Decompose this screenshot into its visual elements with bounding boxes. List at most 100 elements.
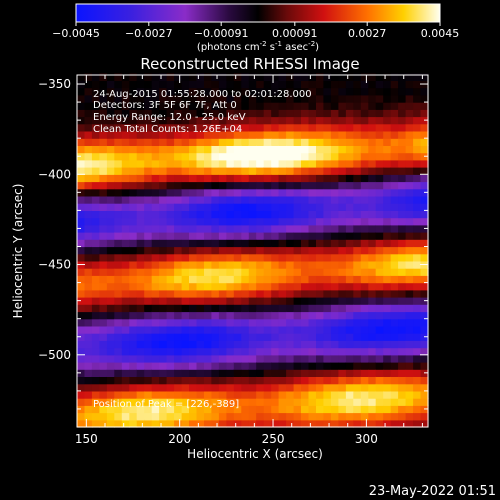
- heatmap-cell: [271, 412, 280, 421]
- heatmap-cell: [189, 181, 198, 190]
- heatmap-cell: [405, 109, 414, 118]
- heatmap-cell: [129, 268, 138, 276]
- heatmap-cell: [360, 297, 369, 305]
- heatmap-cell: [308, 116, 317, 125]
- heatmap-cell: [151, 318, 160, 327]
- heatmap-cell: [129, 109, 138, 118]
- heatmap-cell: [316, 253, 325, 262]
- heatmap-cell: [196, 347, 205, 356]
- heatmap-cell: [77, 398, 86, 406]
- heatmap-cell: [99, 123, 108, 132]
- heatmap-cell: [99, 333, 108, 341]
- heatmap-cell: [390, 412, 399, 421]
- heatmap-cell: [196, 253, 205, 262]
- heatmap-cell: [420, 412, 429, 421]
- heatmap-cell: [360, 340, 369, 349]
- heatmap-cell: [323, 347, 332, 356]
- heatmap-cell: [360, 405, 369, 414]
- heatmap-cell: [278, 138, 287, 146]
- heatmap-cell: [241, 275, 250, 284]
- heatmap-cell: [293, 232, 302, 240]
- heatmap-cell: [420, 390, 429, 399]
- heatmap-cell: [136, 116, 145, 125]
- heatmap-cell: [159, 159, 168, 168]
- heatmap-cell: [323, 217, 332, 226]
- heatmap-cell: [293, 174, 302, 183]
- heatmap-cell: [360, 138, 369, 146]
- heatmap-cell: [308, 73, 317, 81]
- heatmap-cell: [286, 195, 295, 204]
- heatmap-cell: [345, 109, 354, 118]
- heatmap-cell: [159, 369, 168, 377]
- heatmap-cell: [271, 210, 280, 219]
- heatmap-cell: [129, 340, 138, 349]
- heatmap-cell: [323, 152, 332, 161]
- heatmap-cell: [323, 398, 332, 406]
- heatmap-cell: [241, 224, 250, 233]
- heatmap-cell: [211, 304, 220, 313]
- heatmap-cell: [218, 383, 227, 392]
- heatmap-cell: [99, 87, 108, 96]
- heatmap-cell: [106, 232, 115, 240]
- heatmap-cell: [166, 138, 175, 146]
- heatmap-cell: [204, 253, 213, 262]
- heatmap-cell: [271, 188, 280, 197]
- heatmap-cell: [301, 282, 310, 291]
- heatmap-cell: [241, 260, 250, 269]
- heatmap-cell: [121, 318, 130, 327]
- heatmap-cell: [136, 260, 145, 269]
- heatmap-cell: [368, 203, 377, 211]
- heatmap-cell: [413, 362, 422, 370]
- heatmap-cell: [375, 246, 384, 255]
- heatmap-cell: [413, 145, 422, 154]
- heatmap-cell: [166, 145, 175, 154]
- heatmap-cell: [360, 282, 369, 291]
- heatmap-cell: [174, 246, 183, 255]
- heatmap-cell: [196, 131, 205, 139]
- heatmap-cell: [398, 232, 407, 240]
- heatmap-cell: [144, 419, 153, 428]
- heatmap-cell: [316, 73, 325, 81]
- heatmap-cell: [360, 145, 369, 154]
- heatmap-cell: [181, 398, 190, 406]
- heatmap-cell: [375, 347, 384, 356]
- heatmap-cell: [189, 87, 198, 96]
- heatmap-cell: [189, 123, 198, 132]
- heatmap-cell: [368, 304, 377, 313]
- heatmap-cell: [174, 217, 183, 226]
- heatmap-cell: [368, 362, 377, 370]
- heatmap-cell: [136, 174, 145, 183]
- heatmap-cell: [129, 354, 138, 363]
- heatmap-cell: [151, 109, 160, 118]
- heatmap-cell: [263, 304, 272, 313]
- heatmap-cell: [144, 398, 153, 406]
- heatmap-cell: [91, 268, 100, 276]
- heatmap-cell: [159, 419, 168, 428]
- heatmap-cell: [196, 224, 205, 233]
- heatmap-cell: [211, 123, 220, 132]
- heatmap-cell: [196, 138, 205, 146]
- heatmap-cell: [226, 405, 235, 414]
- heatmap-cell: [241, 390, 250, 399]
- heatmap-cell: [323, 203, 332, 211]
- heatmap-cell: [256, 398, 265, 406]
- heatmap-cell: [241, 138, 250, 146]
- heatmap-cell: [390, 347, 399, 356]
- heatmap-cell: [91, 217, 100, 226]
- y-tick-label: −350: [38, 77, 71, 91]
- heatmap-cell: [360, 203, 369, 211]
- heatmap-cell: [301, 253, 310, 262]
- heatmap-cell: [218, 318, 227, 327]
- heatmap-cell: [390, 275, 399, 284]
- heatmap-cell: [174, 181, 183, 190]
- heatmap-cell: [159, 325, 168, 334]
- heatmap-cell: [293, 123, 302, 132]
- heatmap-cell: [218, 167, 227, 175]
- heatmap-cell: [166, 311, 175, 320]
- heatmap-cell: [398, 297, 407, 305]
- heatmap-cell: [144, 102, 153, 110]
- heatmap-cell: [106, 123, 115, 132]
- heatmap-cell: [196, 289, 205, 298]
- heatmap-cell: [360, 87, 369, 96]
- heatmap-cell: [77, 145, 86, 154]
